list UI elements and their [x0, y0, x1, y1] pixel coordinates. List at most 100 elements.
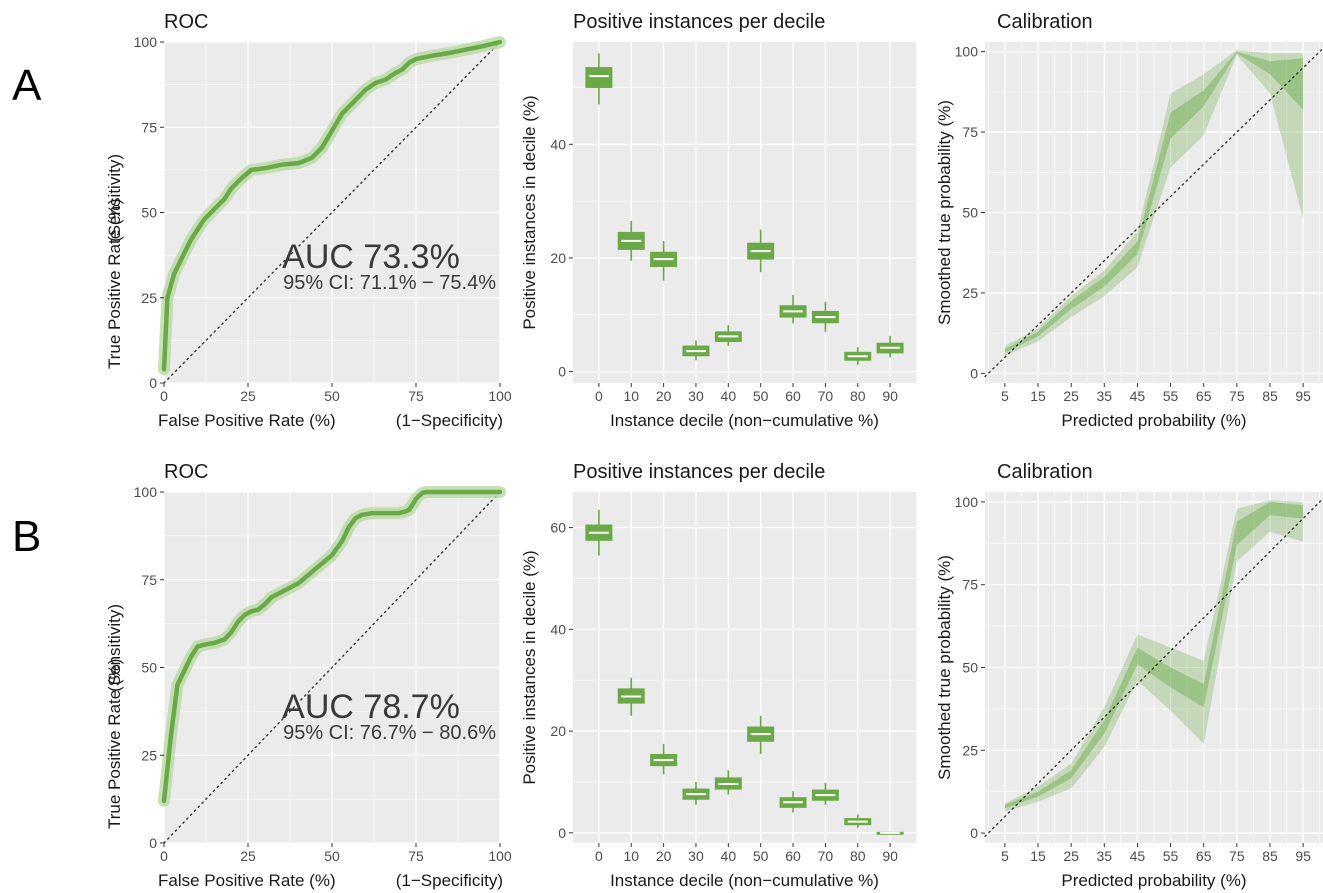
x-tick-label: 5	[1001, 388, 1009, 404]
decile-title: Positive instances per decile	[573, 461, 825, 483]
x-tick-label: 30	[688, 388, 704, 404]
y-tick-label: 75	[962, 124, 978, 140]
y-tick-label: 40	[550, 136, 566, 152]
axis-ticks: 0 10 20 30 40 50 60 70 80 90 0 20 40	[550, 136, 898, 404]
x-tick-label: 20	[656, 388, 672, 404]
roc-x-axis-label-right: (1−Specificity)	[396, 871, 503, 890]
auc-annotation: AUC 78.7%	[282, 688, 460, 726]
roc-title: ROC	[164, 461, 208, 483]
decile-box-30	[682, 340, 710, 361]
x-tick-label: 85	[1262, 848, 1278, 864]
decile-box-0	[585, 509, 613, 556]
x-tick-label: 80	[850, 388, 866, 404]
x-tick-label: 0	[160, 388, 168, 404]
roc-x-axis-label: False Positive Rate (%)	[158, 411, 336, 430]
ci-annotation: 95% CI: 71.1% − 75.4%	[283, 272, 496, 294]
x-tick-label: 15	[1030, 388, 1046, 404]
calibration-reference-line	[984, 499, 1323, 838]
y-tick-label: 20	[550, 723, 566, 739]
panel-label: B	[12, 512, 41, 561]
axis-ticks: 0 25 50 75 100 0 25 50 75 100	[134, 484, 512, 864]
x-tick-label: 0	[160, 848, 168, 864]
calibration-x-axis-label: Predicted probability (%)	[1061, 871, 1246, 890]
decile-box-10	[617, 221, 645, 261]
x-tick-label: 45	[1130, 848, 1146, 864]
axis-ticks: 5 15 25 35 45 55 65 75 85 95 0 25 50 75 100	[955, 494, 1311, 864]
calibration-outer-band	[1004, 50, 1304, 356]
x-tick-label: 50	[753, 848, 769, 864]
roc-y-axis-label-right: (Sensitivity)	[105, 154, 124, 242]
x-tick-label: 80	[850, 848, 866, 864]
axis-ticks: 5 15 25 35 45 55 65 75 85 95 0 25 50 75 100	[955, 44, 1311, 404]
calibration-x-axis-label: Predicted probability (%)	[1061, 411, 1246, 430]
decile-y-axis-label: Positive instances in decile (%)	[520, 95, 539, 329]
roc-title: ROC	[164, 11, 208, 33]
y-tick-label: 0	[970, 365, 978, 381]
decile-box-30	[682, 781, 710, 805]
x-tick-label: 10	[623, 388, 639, 404]
decile-box-80	[844, 347, 872, 365]
x-tick-label: 45	[1130, 388, 1146, 404]
calibration-inner-band	[1004, 501, 1304, 809]
decile-box-40	[714, 325, 742, 347]
decile-y-axis-label: Positive instances in decile (%)	[520, 550, 539, 784]
decile-box-80	[844, 814, 872, 828]
roc-y-axis-label-right: (Sensitivity)	[105, 604, 124, 692]
roc-curve	[161, 489, 503, 804]
x-tick-label: 35	[1097, 848, 1113, 864]
y-tick-label: 75	[141, 119, 157, 135]
x-tick-label: 0	[595, 848, 603, 864]
axis-ticks: 0 25 50 75 100 0 25 50 75 100	[134, 34, 512, 404]
x-tick-label: 85	[1262, 388, 1278, 404]
y-tick-label: 20	[550, 250, 566, 266]
x-tick-label: 20	[656, 848, 672, 864]
x-tick-label: 40	[721, 848, 737, 864]
decile-x-axis-label: Instance decile (non−cumulative %)	[610, 871, 879, 890]
decile-box-50	[747, 229, 775, 273]
y-tick-label: 25	[141, 290, 157, 306]
y-tick-label: 0	[149, 375, 157, 391]
decile-x-axis-label: Instance decile (non−cumulative %)	[610, 411, 879, 430]
box-iqr	[585, 67, 613, 88]
x-tick-label: 25	[240, 848, 256, 864]
decile-box-60	[779, 294, 807, 324]
decile-title: Positive instances per decile	[573, 11, 825, 33]
decile-box-60	[779, 791, 807, 813]
x-tick-label: 95	[1295, 388, 1311, 404]
decile-box-90	[876, 831, 904, 835]
x-tick-label: 60	[785, 388, 801, 404]
x-tick-label: 95	[1295, 848, 1311, 864]
y-tick-label: 25	[962, 285, 978, 301]
y-tick-label: 40	[550, 621, 566, 637]
y-tick-label: 100	[955, 44, 979, 60]
decile-box-10	[617, 677, 645, 716]
axis-ticks: 0 10 20 30 40 50 60 70 80 90 0 20 40 60	[550, 520, 898, 864]
x-tick-label: 100	[488, 848, 512, 864]
y-tick-label: 25	[962, 742, 978, 758]
decile-box-20	[650, 240, 678, 281]
decile-box-70	[811, 782, 839, 805]
y-tick-label: 60	[550, 520, 566, 536]
x-tick-label: 65	[1196, 848, 1212, 864]
y-tick-label: 25	[141, 747, 157, 763]
y-tick-label: 75	[962, 577, 978, 593]
x-tick-label: 90	[882, 388, 898, 404]
decile-panel-background	[573, 492, 916, 843]
y-tick-label: 50	[962, 660, 978, 676]
x-tick-label: 75	[408, 848, 424, 864]
decile-box-70	[811, 301, 839, 332]
x-tick-label: 50	[324, 388, 340, 404]
x-tick-label: 75	[1229, 848, 1245, 864]
x-tick-label: 25	[1063, 848, 1079, 864]
decile-box-20	[650, 743, 678, 775]
calibration-title: Calibration	[997, 461, 1093, 483]
auc-annotation: AUC 73.3%	[282, 238, 460, 276]
calibration-outer-band	[1004, 500, 1304, 812]
x-tick-label: 75	[1229, 388, 1245, 404]
y-tick-label: 0	[970, 825, 978, 841]
y-tick-label: 75	[141, 572, 157, 588]
decile-box-40	[714, 770, 742, 795]
roc-x-axis-label-right: (1−Specificity)	[396, 411, 503, 430]
calibration-grid	[985, 492, 1323, 843]
